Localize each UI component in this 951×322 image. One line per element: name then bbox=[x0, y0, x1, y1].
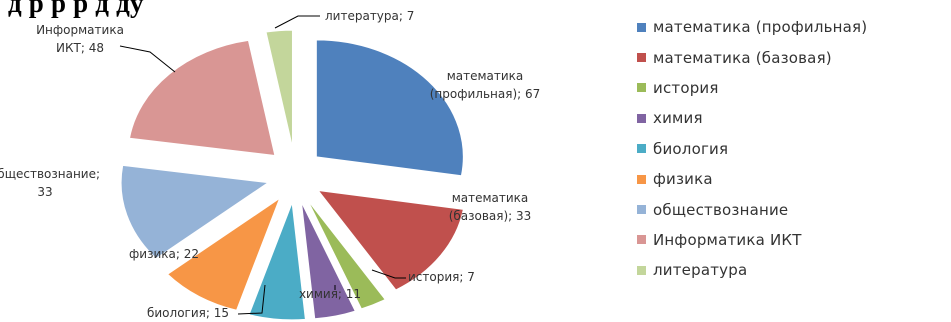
legend-item-9: литература bbox=[637, 255, 867, 285]
legend-item-5: биология bbox=[637, 134, 867, 164]
legend-swatch bbox=[637, 205, 646, 214]
slice-label-7: обществознание; 33 bbox=[0, 167, 100, 199]
legend-swatch bbox=[637, 23, 646, 32]
legend-label: литература bbox=[653, 261, 747, 279]
slice-label-6: физика; 22 bbox=[129, 247, 199, 261]
legend-label: физика bbox=[653, 170, 713, 188]
slice-label-2: математика (базовая); 33 bbox=[449, 191, 532, 223]
slice-label-4: химия; 11 bbox=[299, 287, 361, 301]
legend-item-1: математика (профильная) bbox=[637, 12, 867, 42]
legend-swatch bbox=[637, 53, 646, 62]
legend-item-7: обществознание bbox=[637, 194, 867, 224]
slice-label-5: биология; 15 bbox=[147, 306, 229, 320]
legend-item-6: физика bbox=[637, 164, 867, 194]
legend-label: математика (базовая) bbox=[653, 49, 832, 67]
slice-label-1: математика (профильная); 67 bbox=[430, 69, 541, 101]
legend-label: обществознание bbox=[653, 201, 788, 219]
pie-slice-1 bbox=[316, 40, 463, 176]
slice-label-9: литература; 7 bbox=[325, 9, 414, 23]
legend: математика (профильная) математика (базов… bbox=[637, 12, 867, 286]
pie-slice-8 bbox=[130, 40, 275, 155]
leader-line-8 bbox=[120, 46, 175, 72]
legend-item-3: история bbox=[637, 73, 867, 103]
legend-item-8: Информатика ИКТ bbox=[637, 225, 867, 255]
slice-label-3: история; 7 bbox=[408, 270, 475, 284]
legend-swatch bbox=[637, 114, 646, 123]
legend-label: Информатика ИКТ bbox=[653, 231, 802, 249]
legend-label: история bbox=[653, 79, 719, 97]
legend-label: биология bbox=[653, 140, 728, 158]
pie-slice-9 bbox=[266, 30, 292, 147]
legend-swatch bbox=[637, 266, 646, 275]
legend-swatch bbox=[637, 175, 646, 184]
legend-label: математика (профильная) bbox=[653, 18, 867, 36]
legend-item-2: математика (базовая) bbox=[637, 42, 867, 72]
leader-line-9 bbox=[275, 16, 320, 28]
legend-swatch bbox=[637, 144, 646, 153]
legend-label: химия bbox=[653, 109, 703, 127]
legend-swatch bbox=[637, 235, 646, 244]
slice-label-8: Информатика ИКТ; 48 bbox=[36, 23, 124, 55]
legend-swatch bbox=[637, 83, 646, 92]
legend-item-4: химия bbox=[637, 103, 867, 133]
